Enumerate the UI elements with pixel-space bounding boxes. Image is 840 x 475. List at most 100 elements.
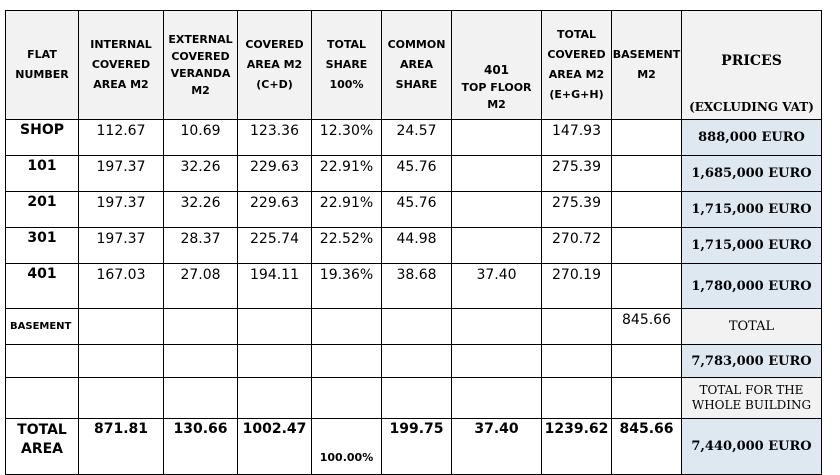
empty-cell <box>611 344 682 378</box>
table-row: 401 167.03 27.08 194.11 19.36% 38.68 37.… <box>5 263 822 309</box>
basement-cell: 845.66 <box>611 308 682 345</box>
prices-vat-note: (EXCLUDING VAT) <box>689 100 814 114</box>
covered-area-cell: 123.36 <box>237 119 312 156</box>
total-area-label: TOTAL AREA <box>5 418 79 475</box>
total-covered-cell: 1002.47 <box>237 418 312 475</box>
veranda-cell: 32.26 <box>163 191 238 228</box>
share-cell: 22.52% <box>311 227 382 264</box>
header-covered-area: COVERED AREA M2 (C+D) <box>237 10 312 120</box>
internal-area-cell: 197.37 <box>78 155 164 192</box>
empty-cell <box>163 308 238 345</box>
price-cell: 888,000 EURO <box>681 119 822 156</box>
total-covered-cell: 147.93 <box>541 119 612 156</box>
share-cell: 12.30% <box>311 119 382 156</box>
covered-area-cell: 229.63 <box>237 191 312 228</box>
header-basement: BASEMENT M2 <box>611 10 682 120</box>
basement-cell <box>611 155 682 192</box>
share-cell: 22.91% <box>311 191 382 228</box>
empty-cell <box>78 377 164 419</box>
whole-building-label: TOTAL FOR THE WHOLE BUILDING <box>681 377 822 419</box>
empty-cell <box>381 344 452 378</box>
header-top-floor: 401 TOP FLOOR M2 <box>451 10 542 120</box>
empty-cell <box>5 344 79 378</box>
empty-cell <box>541 344 612 378</box>
empty-cell <box>451 308 542 345</box>
total-area-row: TOTAL AREA 871.81 130.66 1002.47 100.00%… <box>5 418 822 475</box>
total-share-cell: 100.00% <box>311 418 382 475</box>
empty-cell <box>381 377 452 419</box>
total-building-price-cell: 7,440,000 EURO <box>681 418 822 475</box>
common-area-cell: 38.68 <box>381 263 452 309</box>
empty-cell <box>541 377 612 419</box>
area-price-table-container: FLAT NUMBER INTERNAL COVERED AREA M2 EXTERN… <box>5 10 822 475</box>
internal-area-cell: 167.03 <box>78 263 164 309</box>
table-row: 201 197.37 32.26 229.63 22.91% 45.76 275… <box>5 191 822 228</box>
total-covered-cell: 270.72 <box>541 227 612 264</box>
header-prices: PRICES (EXCLUDING VAT) <box>681 10 822 120</box>
empty-cell <box>611 377 682 419</box>
empty-cell <box>237 308 312 345</box>
top-floor-cell: 37.40 <box>451 263 542 309</box>
internal-area-cell: 197.37 <box>78 191 164 228</box>
top-floor-cell <box>451 155 542 192</box>
total-value-row: 7,783,000 EURO <box>5 344 822 378</box>
flat-number-cell: 401 <box>5 263 79 309</box>
header-total-covered-area: TOTAL COVERED AREA M2 (E+G+H) <box>541 10 612 120</box>
veranda-cell: 32.26 <box>163 155 238 192</box>
share-cell: 22.91% <box>311 155 382 192</box>
header-common-area-share: COMMON AREA SHARE <box>381 10 452 120</box>
area-price-table: FLAT NUMBER INTERNAL COVERED AREA M2 EXTERN… <box>5 10 822 475</box>
basement-cell <box>611 263 682 309</box>
total-basement-cell: 845.66 <box>611 418 682 475</box>
table-row: 301 197.37 28.37 225.74 22.52% 44.98 270… <box>5 227 822 264</box>
price-cell: 1,715,000 EURO <box>681 227 822 264</box>
empty-cell <box>78 308 164 345</box>
basement-cell <box>611 227 682 264</box>
empty-cell <box>381 308 452 345</box>
veranda-cell: 28.37 <box>163 227 238 264</box>
internal-area-cell: 112.67 <box>78 119 164 156</box>
share-cell: 19.36% <box>311 263 382 309</box>
total-price-cell: 7,783,000 EURO <box>681 344 822 378</box>
basement-cell <box>611 119 682 156</box>
empty-cell <box>451 377 542 419</box>
total-label-cell: TOTAL <box>681 308 822 345</box>
prices-title: PRICES <box>721 53 782 69</box>
total-covered-cell: 275.39 <box>541 155 612 192</box>
empty-cell <box>5 377 79 419</box>
top-floor-cell <box>451 119 542 156</box>
total-top-floor-cell: 37.40 <box>451 418 542 475</box>
empty-cell <box>541 308 612 345</box>
table-row: 101 197.37 32.26 229.63 22.91% 45.76 275… <box>5 155 822 192</box>
veranda-cell: 27.08 <box>163 263 238 309</box>
common-area-cell: 45.76 <box>381 191 452 228</box>
veranda-cell: 10.69 <box>163 119 238 156</box>
header-flat-number: FLAT NUMBER <box>5 10 79 120</box>
total-common-cell: 199.75 <box>381 418 452 475</box>
common-area-cell: 24.57 <box>381 119 452 156</box>
top-floor-cell <box>451 191 542 228</box>
price-cell: 1,715,000 EURO <box>681 191 822 228</box>
basement-cell <box>611 191 682 228</box>
flat-number-cell: 301 <box>5 227 79 264</box>
empty-cell <box>163 344 238 378</box>
price-cell: 1,685,000 EURO <box>681 155 822 192</box>
header-external-veranda: EXTERNAL COVERED VERANDA M2 <box>163 10 238 120</box>
empty-cell <box>237 377 312 419</box>
common-area-cell: 44.98 <box>381 227 452 264</box>
empty-cell <box>237 344 312 378</box>
empty-cell <box>311 377 382 419</box>
flat-number-cell: 101 <box>5 155 79 192</box>
common-area-cell: 45.76 <box>381 155 452 192</box>
total-covered-cell: 275.39 <box>541 191 612 228</box>
empty-cell <box>163 377 238 419</box>
internal-area-cell: 197.37 <box>78 227 164 264</box>
covered-area-cell: 194.11 <box>237 263 312 309</box>
empty-cell <box>451 344 542 378</box>
basement-label: BASEMENT <box>5 308 79 345</box>
header-row: FLAT NUMBER INTERNAL COVERED AREA M2 EXTERN… <box>5 10 822 120</box>
empty-cell <box>311 308 382 345</box>
header-total-share: TOTAL SHARE 100% <box>311 10 382 120</box>
price-cell: 1,780,000 EURO <box>681 263 822 309</box>
flat-number-cell: SHOP <box>5 119 79 156</box>
